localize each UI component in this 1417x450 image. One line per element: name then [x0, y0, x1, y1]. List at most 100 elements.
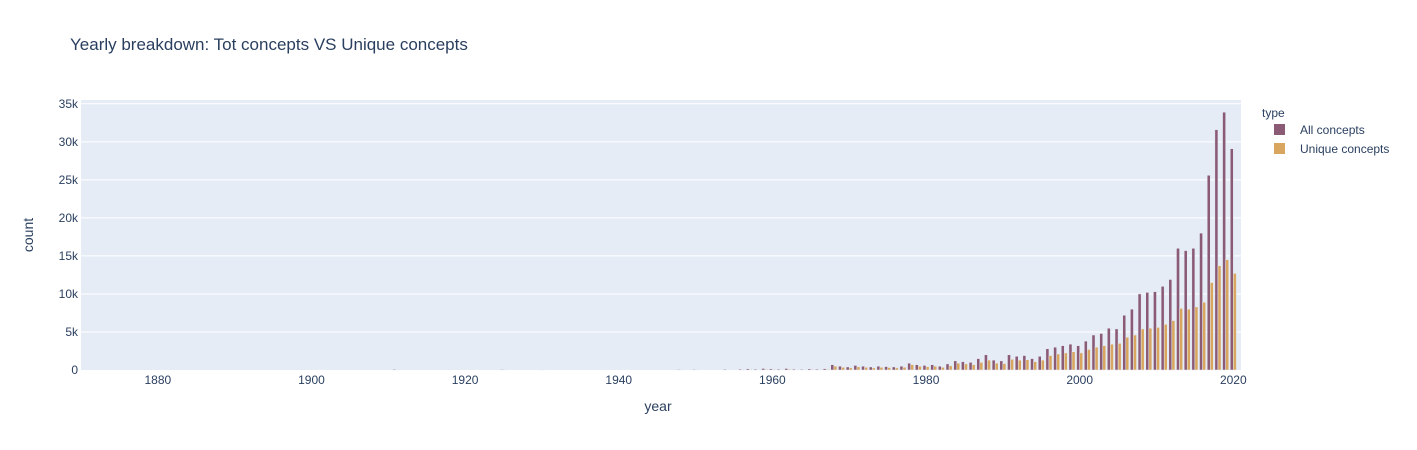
bar-unique-concepts[interactable]	[848, 367, 853, 371]
bar-unique-concepts[interactable]	[1210, 282, 1214, 371]
bar-all-concepts[interactable]	[1130, 308, 1134, 371]
bar-all-concepts[interactable]	[1222, 111, 1226, 371]
bar-unique-concepts[interactable]	[933, 365, 938, 371]
bar-all-concepts[interactable]	[830, 364, 835, 371]
bar-unique-concepts[interactable]	[841, 367, 845, 371]
bar-unique-concepts[interactable]	[1102, 345, 1107, 371]
bar-unique-concepts[interactable]	[787, 368, 792, 371]
bar-all-concepts[interactable]	[1060, 345, 1065, 371]
bar-unique-concepts[interactable]	[887, 367, 891, 371]
legend-item-all-concepts[interactable]: All concepts	[1274, 123, 1365, 137]
bar-unique-concepts[interactable]	[956, 362, 961, 371]
bar-unique-concepts[interactable]	[1171, 320, 1176, 371]
bar-unique-concepts[interactable]	[1186, 308, 1191, 371]
bar-unique-concepts[interactable]	[910, 364, 914, 371]
bar-all-concepts[interactable]	[807, 368, 812, 371]
bar-all-concepts[interactable]	[1214, 129, 1219, 371]
bar-all-concepts[interactable]	[853, 365, 858, 371]
bar-all-concepts[interactable]	[868, 366, 873, 371]
bar-all-concepts[interactable]	[1114, 328, 1119, 371]
bar-all-concepts[interactable]	[1076, 345, 1080, 371]
bar-unique-concepts[interactable]	[1117, 343, 1122, 371]
bar-all-concepts[interactable]	[945, 363, 950, 371]
bar-all-concepts[interactable]	[738, 368, 742, 371]
bar-all-concepts[interactable]	[1160, 286, 1165, 371]
bar-unique-concepts[interactable]	[918, 365, 922, 371]
bar-unique-concepts[interactable]	[1064, 352, 1068, 371]
bar-all-concepts[interactable]	[961, 361, 965, 371]
bar-all-concepts[interactable]	[1145, 292, 1150, 371]
bar-unique-concepts[interactable]	[925, 366, 930, 371]
bar-all-concepts[interactable]	[861, 365, 865, 371]
bar-unique-concepts[interactable]	[856, 366, 861, 371]
bar-unique-concepts[interactable]	[1048, 355, 1053, 371]
bar-unique-concepts[interactable]	[971, 364, 976, 371]
bar-all-concepts[interactable]	[938, 365, 942, 371]
bar-all-concepts[interactable]	[500, 369, 504, 371]
bar-all-concepts[interactable]	[722, 368, 727, 371]
bar-all-concepts[interactable]	[792, 368, 796, 371]
bar-unique-concepts[interactable]	[1225, 259, 1229, 371]
bar-all-concepts[interactable]	[1053, 346, 1057, 371]
bar-unique-concepts[interactable]	[1125, 337, 1130, 371]
bar-all-concepts[interactable]	[1099, 333, 1103, 371]
bar-all-concepts[interactable]	[915, 364, 919, 371]
bar-unique-concepts[interactable]	[825, 369, 830, 371]
bar-all-concepts[interactable]	[899, 365, 904, 371]
bar-unique-concepts[interactable]	[1110, 343, 1114, 371]
bar-all-concepts[interactable]	[1037, 356, 1042, 371]
bar-unique-concepts[interactable]	[1017, 359, 1022, 371]
bar-all-concepts[interactable]	[1206, 175, 1211, 371]
bar-unique-concepts[interactable]	[1056, 353, 1060, 371]
bar-all-concepts[interactable]	[999, 360, 1004, 371]
bar-unique-concepts[interactable]	[1233, 273, 1237, 371]
bar-unique-concepts[interactable]	[941, 367, 945, 371]
bar-unique-concepts[interactable]	[810, 369, 815, 371]
bar-unique-concepts[interactable]	[1002, 363, 1007, 371]
bar-all-concepts[interactable]	[1137, 293, 1142, 371]
bar-unique-concepts[interactable]	[1133, 334, 1137, 371]
bar-all-concepts[interactable]	[1107, 327, 1111, 371]
bar-unique-concepts[interactable]	[1010, 359, 1014, 371]
bar-unique-concepts[interactable]	[1148, 327, 1153, 371]
bar-all-concepts[interactable]	[692, 369, 696, 371]
bar-unique-concepts[interactable]	[1202, 302, 1206, 371]
bar-all-concepts[interactable]	[1191, 248, 1196, 371]
bar-unique-concepts[interactable]	[1041, 359, 1045, 371]
bar-all-concepts[interactable]	[1030, 358, 1034, 371]
bar-all-concepts[interactable]	[1229, 148, 1234, 371]
bar-all-concepts[interactable]	[1045, 348, 1050, 371]
bar-all-concepts[interactable]	[746, 368, 750, 371]
bar-all-concepts[interactable]	[1068, 343, 1073, 371]
bar-all-concepts[interactable]	[1153, 291, 1157, 371]
bar-unique-concepts[interactable]	[1140, 328, 1145, 371]
bar-unique-concepts[interactable]	[1079, 352, 1083, 371]
bar-unique-concepts[interactable]	[879, 367, 884, 371]
bar-all-concepts[interactable]	[968, 362, 973, 371]
bar-all-concepts[interactable]	[1014, 356, 1019, 371]
bar-all-concepts[interactable]	[930, 364, 934, 371]
bar-all-concepts[interactable]	[976, 358, 981, 371]
bar-unique-concepts[interactable]	[1194, 306, 1199, 371]
bar-unique-concepts[interactable]	[864, 367, 868, 371]
bar-all-concepts[interactable]	[1176, 248, 1180, 371]
bar-all-concepts[interactable]	[1122, 314, 1127, 371]
bar-unique-concepts[interactable]	[764, 368, 769, 371]
bar-unique-concepts[interactable]	[902, 367, 907, 371]
bar-all-concepts[interactable]	[769, 368, 773, 371]
bar-all-concepts[interactable]	[761, 368, 765, 371]
bar-all-concepts[interactable]	[676, 369, 681, 371]
bar-all-concepts[interactable]	[991, 359, 996, 371]
bar-all-concepts[interactable]	[907, 362, 911, 371]
bar-unique-concepts[interactable]	[1033, 361, 1037, 371]
bar-all-concepts[interactable]	[392, 368, 397, 371]
bar-unique-concepts[interactable]	[948, 365, 953, 371]
bar-unique-concepts[interactable]	[1094, 346, 1099, 371]
bar-unique-concepts[interactable]	[1156, 327, 1160, 371]
bar-all-concepts[interactable]	[784, 368, 789, 371]
bar-unique-concepts[interactable]	[1179, 308, 1183, 371]
bar-unique-concepts[interactable]	[872, 367, 876, 371]
bar-unique-concepts[interactable]	[833, 365, 838, 371]
bar-all-concepts[interactable]	[1168, 279, 1173, 371]
bar-unique-concepts[interactable]	[964, 363, 968, 371]
